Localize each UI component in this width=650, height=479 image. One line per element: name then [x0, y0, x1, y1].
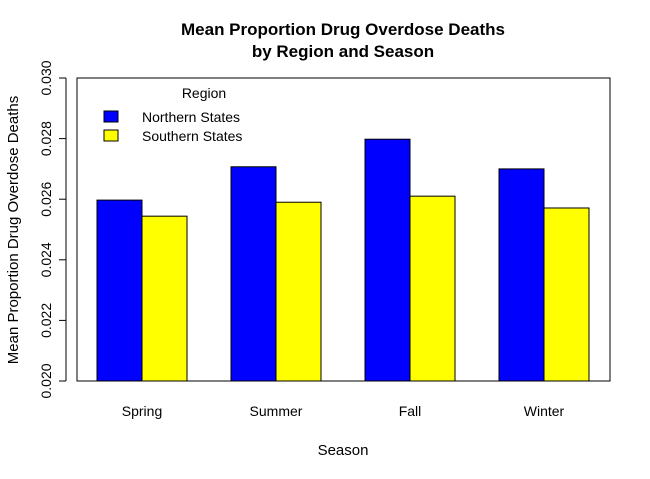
y-tick-label: 0.020: [38, 363, 54, 398]
y-axis: 0.020 0.022 0.024 0.026 0.028 0.030: [38, 60, 67, 399]
bar-fall-northern-states: [364, 138, 411, 382]
x-tick-label: Fall: [399, 403, 422, 419]
legend: Region Northern States Southern States: [103, 85, 242, 144]
bar-spring-southern-states: [141, 215, 188, 382]
legend-swatch: [103, 110, 119, 123]
chart-title-line-2: by Region and Season: [252, 42, 434, 61]
bar-spring-northern-states: [96, 199, 143, 382]
legend-title: Region: [182, 85, 226, 101]
bar-fall-southern-states: [409, 195, 456, 382]
legend-swatch: [103, 129, 119, 142]
bar-winter-northern-states: [498, 168, 545, 382]
legend-label: Southern States: [142, 128, 242, 144]
y-axis-label: Mean Proportion Drug Overdose Deaths: [5, 96, 22, 364]
y-tick-label: 0.026: [38, 181, 54, 216]
bar-winter-southern-states: [543, 207, 590, 382]
plot-frame: [76, 77, 611, 382]
bar-group: [96, 138, 590, 382]
bar-summer-southern-states: [275, 201, 322, 382]
x-tick-label: Winter: [524, 403, 565, 419]
y-tick-label: 0.030: [38, 60, 54, 95]
x-tick-label: Spring: [122, 403, 162, 419]
y-tick-label: 0.024: [38, 242, 54, 277]
chart-title-line-1: Mean Proportion Drug Overdose Deaths: [181, 20, 505, 39]
y-tick-label: 0.022: [38, 303, 54, 338]
x-tick-label: Summer: [250, 403, 303, 419]
y-tick-label: 0.028: [38, 121, 54, 156]
x-axis-ticks: Spring Summer Fall Winter: [122, 403, 565, 419]
x-axis-label: Season: [318, 442, 369, 459]
bar-summer-northern-states: [230, 166, 277, 382]
legend-label: Northern States: [142, 109, 240, 125]
